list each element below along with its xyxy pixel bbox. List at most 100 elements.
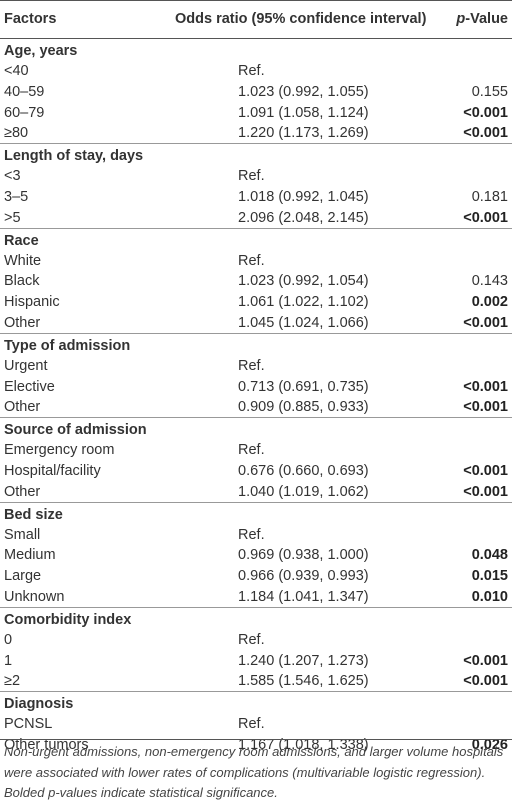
- header-p-rest: -Value: [465, 11, 508, 27]
- p-value-cell: 0.002: [471, 294, 508, 311]
- factor-cell: White: [4, 252, 42, 269]
- p-value-cell: <0.001: [463, 209, 508, 226]
- odds-ratio-cell: 1.220 (1.173, 1.269): [238, 125, 369, 142]
- p-value-cell: <0.001: [463, 125, 508, 142]
- bottom-rule: [0, 739, 512, 740]
- table-row: Other 0.909 (0.885, 0.933) <0.001: [0, 396, 512, 417]
- p-value-cell: 0.143: [471, 273, 508, 290]
- odds-ratio-cell: 1.167 (1.018, 1.338): [238, 736, 369, 753]
- odds-ratio-cell: 0.676 (0.660, 0.693): [238, 462, 369, 479]
- p-value-cell: 0.048: [471, 547, 508, 564]
- table-row: Other 1.040 (1.019, 1.062) <0.001: [0, 481, 512, 502]
- factor-cell: Other: [4, 314, 41, 331]
- group-title: Comorbidity index: [4, 611, 132, 628]
- odds-ratio-cell: Ref.: [238, 168, 265, 185]
- table-row: Hospital/facility 0.676 (0.660, 0.693) <0.…: [0, 460, 512, 481]
- table-row: 40–59 1.023 (0.992, 1.055) 0.155: [0, 81, 512, 102]
- header-p-value: p-Value: [456, 11, 508, 27]
- header-factors: Factors: [4, 11, 57, 27]
- odds-ratio-cell: 1.045 (1.024, 1.066): [238, 314, 369, 331]
- factor-cell: 3–5: [4, 188, 29, 205]
- group-row: Race: [0, 227, 512, 250]
- factor-cell: ≥2: [4, 673, 21, 690]
- table-row: Unknown 1.184 (1.041, 1.347) 0.010: [0, 586, 512, 607]
- odds-ratio-cell: Ref.: [238, 63, 265, 79]
- group-row: Length of stay, days: [0, 143, 512, 165]
- table-row: 0 Ref.: [0, 629, 512, 650]
- odds-ratio-cell: 1.061 (1.022, 1.102): [238, 294, 369, 311]
- p-value-cell: <0.001: [463, 652, 508, 669]
- table-body: Age, years <40 Ref. 40–59 1.023 (0.992, 1.05…: [0, 39, 512, 755]
- header-rule: [0, 38, 512, 39]
- group-title: Age, years: [4, 43, 78, 59]
- table-row: PCNSL Ref.: [0, 713, 512, 734]
- p-value-cell: 0.015: [471, 568, 508, 585]
- header-p-italic: p: [456, 11, 466, 27]
- footnote-line1: Non-urgent admissions, non-emergency roo…: [4, 744, 504, 780]
- group-title: Race: [4, 232, 39, 249]
- odds-ratio-cell: 0.966 (0.939, 0.993): [238, 568, 369, 585]
- p-value-cell: 0.155: [471, 83, 508, 100]
- p-value-cell: 0.010: [471, 588, 508, 605]
- factor-cell: Medium: [4, 547, 56, 564]
- factor-cell: <3: [4, 168, 21, 185]
- p-value-cell: 0.026: [471, 736, 508, 753]
- factor-cell: 0: [4, 631, 13, 648]
- footnote-line2-prefix: Bolded: [4, 785, 49, 800]
- group-row: Source of admission: [0, 417, 512, 439]
- group-row: Comorbidity index: [0, 606, 512, 629]
- table-row: ≥80 1.220 (1.173, 1.269) <0.001: [0, 122, 512, 143]
- factor-cell: PCNSL: [4, 716, 53, 733]
- factor-cell: Hispanic: [4, 294, 60, 311]
- table-row: Hispanic 1.061 (1.022, 1.102) 0.002: [0, 291, 512, 312]
- odds-ratio-cell: 0.909 (0.885, 0.933): [238, 399, 369, 416]
- table-row: Urgent Ref.: [0, 355, 512, 376]
- table-row: Large 0.966 (0.939, 0.993) 0.015: [0, 565, 512, 586]
- table-row: Black 1.023 (0.992, 1.054) 0.143: [0, 270, 512, 291]
- odds-ratio-cell: Ref.: [238, 526, 265, 543]
- odds-ratio-cell: Ref.: [238, 631, 265, 648]
- table-row: Other 1.045 (1.024, 1.066) <0.001: [0, 312, 512, 333]
- odds-ratio-cell: Ref.: [238, 357, 265, 374]
- table-footnote: Non-urgent admissions, non-emergency roo…: [4, 742, 508, 804]
- group-row: Age, years: [0, 39, 512, 60]
- odds-ratio-cell: 1.184 (1.041, 1.347): [238, 588, 369, 605]
- factor-cell: Hospital/facility: [4, 462, 101, 479]
- odds-ratio-cell: 0.969 (0.938, 1.000): [238, 547, 369, 564]
- odds-ratio-cell: 1.585 (1.546, 1.625): [238, 673, 369, 690]
- odds-ratio-cell: Ref.: [238, 252, 265, 269]
- top-rule: [0, 0, 512, 1]
- table-row: Emergency room Ref.: [0, 439, 512, 460]
- table-row: <40 Ref.: [0, 60, 512, 81]
- odds-ratio-cell: 1.040 (1.019, 1.062): [238, 483, 369, 500]
- factor-cell: Urgent: [4, 357, 48, 374]
- factor-cell: Unknown: [4, 588, 65, 605]
- group-title: Source of admission: [4, 422, 147, 439]
- p-value-cell: <0.001: [463, 378, 508, 395]
- table-header: Factors Odds ratio (95% confidence inter…: [0, 0, 512, 38]
- odds-ratio-cell: Ref.: [238, 442, 265, 459]
- factor-cell: 60–79: [4, 104, 45, 121]
- factor-cell: >5: [4, 209, 21, 226]
- p-value-cell: <0.001: [463, 314, 508, 331]
- footnote-line2-p: p: [48, 785, 56, 800]
- table-row: Small Ref.: [0, 524, 512, 545]
- table-row: <3 Ref.: [0, 165, 512, 186]
- odds-ratio-cell: 1.018 (0.992, 1.045): [238, 188, 369, 205]
- group-row: Bed size: [0, 501, 512, 524]
- group-row: Type of admission: [0, 332, 512, 355]
- p-value-cell: <0.001: [463, 462, 508, 479]
- factor-cell: Small: [4, 526, 41, 543]
- factor-cell: Other: [4, 399, 41, 416]
- factor-cell: Elective: [4, 378, 55, 395]
- factor-cell: Large: [4, 568, 42, 585]
- group-row: Diagnosis: [0, 691, 512, 713]
- p-value-cell: <0.001: [463, 399, 508, 416]
- group-title: Type of admission: [4, 337, 131, 354]
- table-row: White Ref.: [0, 250, 512, 271]
- factor-cell: Emergency room: [4, 442, 115, 459]
- odds-ratio-cell: 1.240 (1.207, 1.273): [238, 652, 369, 669]
- table-row: Other tumors 1.167 (1.018, 1.338) 0.026: [0, 734, 512, 755]
- table-row: Medium 0.969 (0.938, 1.000) 0.048: [0, 544, 512, 565]
